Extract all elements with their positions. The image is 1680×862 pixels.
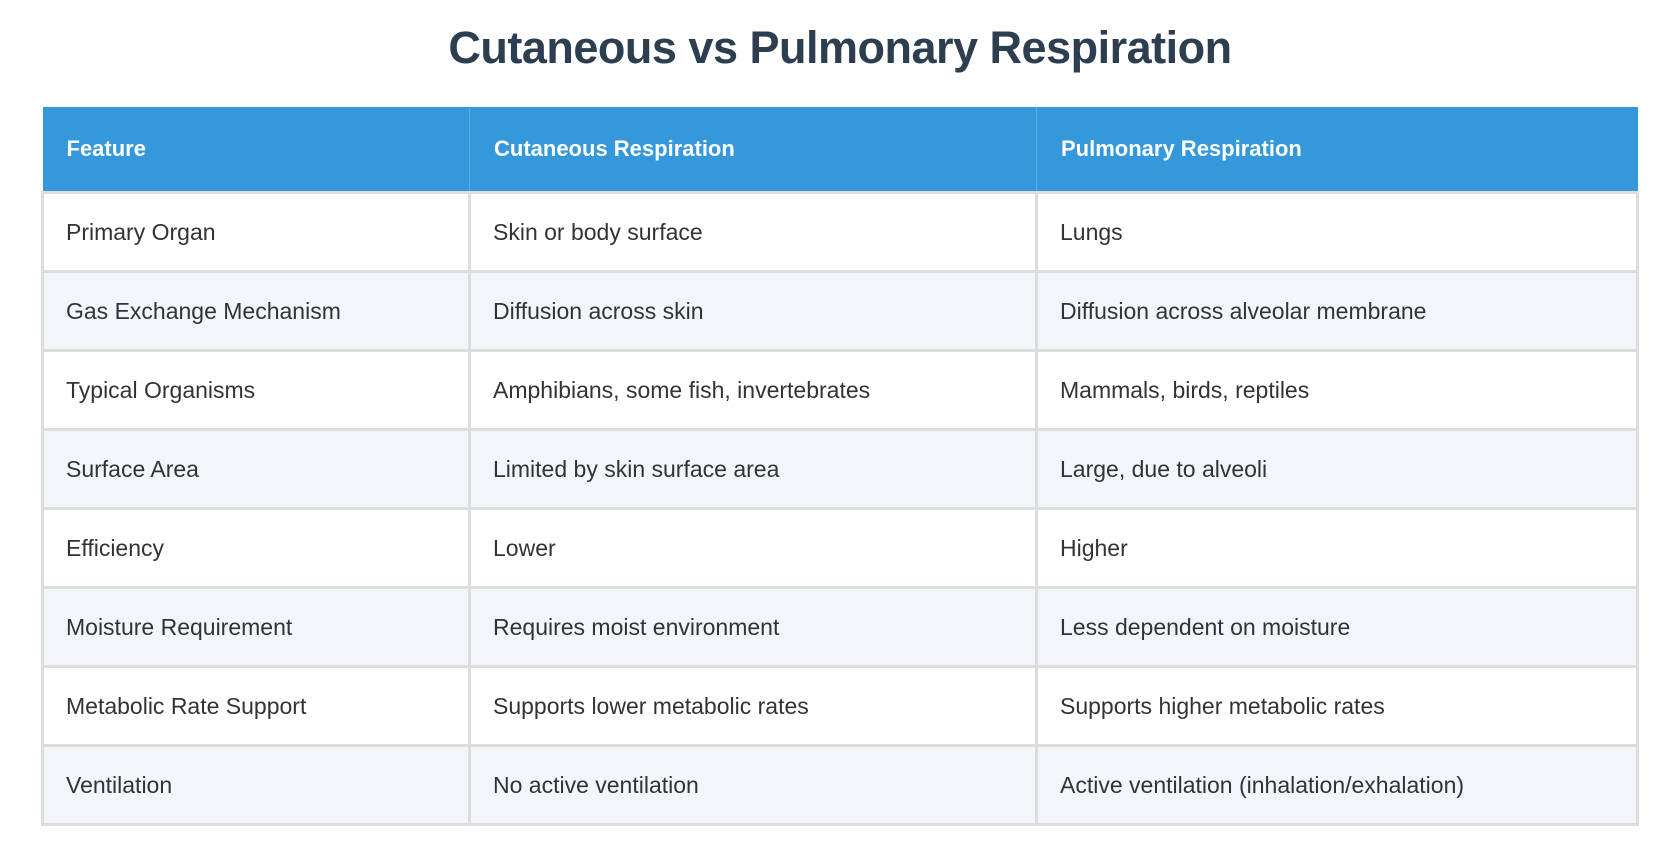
cutaneous-cell: Diffusion across skin: [468, 270, 1038, 352]
cutaneous-cell: No active ventilation: [468, 744, 1038, 826]
feature-cell: Efficiency: [41, 507, 471, 589]
table-row: Metabolic Rate Support Supports lower met…: [41, 665, 1639, 747]
table-row: Typical Organisms Amphibians, some fish, …: [41, 349, 1639, 431]
cutaneous-cell: Lower: [468, 507, 1038, 589]
pulmonary-cell: Active ventilation (inhalation/exhalatio…: [1035, 744, 1639, 826]
table-row: Gas Exchange Mechanism Diffusion across s…: [41, 270, 1639, 352]
feature-cell: Primary Organ: [41, 191, 471, 273]
table-row: Primary Organ Skin or body surface Lungs: [41, 191, 1639, 273]
feature-cell: Ventilation: [41, 744, 471, 826]
pulmonary-cell: Higher: [1035, 507, 1639, 589]
feature-cell: Gas Exchange Mechanism: [41, 270, 471, 352]
table-row: Efficiency Lower Higher: [41, 507, 1639, 589]
header-cutaneous: Cutaneous Respiration: [469, 107, 1037, 194]
feature-cell: Metabolic Rate Support: [41, 665, 471, 747]
pulmonary-cell: Lungs: [1035, 191, 1639, 273]
cutaneous-cell: Supports lower metabolic rates: [468, 665, 1038, 747]
cutaneous-cell: Skin or body surface: [468, 191, 1038, 273]
pulmonary-cell: Diffusion across alveolar membrane: [1035, 270, 1639, 352]
feature-cell: Moisture Requirement: [41, 586, 471, 668]
header-feature: Feature: [42, 107, 470, 194]
cutaneous-cell: Amphibians, some fish, invertebrates: [468, 349, 1038, 431]
cutaneous-cell: Requires moist environment: [468, 586, 1038, 668]
header-row: Feature Cutaneous Respiration Pulmonary …: [42, 107, 1638, 194]
pulmonary-cell: Large, due to alveoli: [1035, 428, 1639, 510]
pulmonary-cell: Less dependent on moisture: [1035, 586, 1639, 668]
feature-cell: Surface Area: [41, 428, 471, 510]
table-row: Moisture Requirement Requires moist envir…: [41, 586, 1639, 668]
page-title: Cutaneous vs Pulmonary Respiration: [448, 22, 1232, 73]
cutaneous-cell: Limited by skin surface area: [468, 428, 1038, 510]
table-row: Ventilation No active ventilation Active v…: [41, 744, 1639, 826]
pulmonary-cell: Supports higher metabolic rates: [1035, 665, 1639, 747]
feature-cell: Typical Organisms: [41, 349, 471, 431]
pulmonary-cell: Mammals, birds, reptiles: [1035, 349, 1639, 431]
table-row: Surface Area Limited by skin surface area…: [41, 428, 1639, 510]
header-pulmonary: Pulmonary Respiration: [1036, 107, 1638, 194]
comparison-table: Feature Cutaneous Respiration Pulmonary …: [41, 107, 1639, 826]
